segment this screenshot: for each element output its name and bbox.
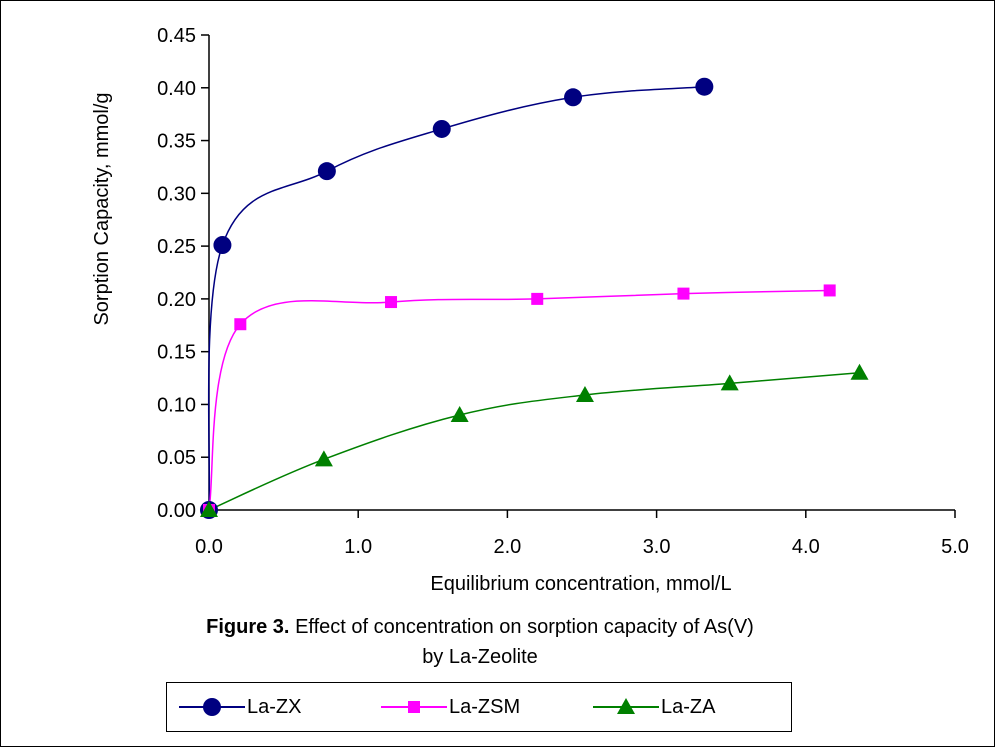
figure-caption: Figure 3. Effect of concentration on sor… [0,612,960,642]
y-tick-label: 0.40 [157,78,196,100]
data-point-la-zsm [385,296,398,309]
legend-swatch-la-zx [179,698,245,716]
legend-swatch-la-za [593,698,659,714]
y-tick-label: 0.30 [157,183,196,205]
data-point-la-za [575,385,594,402]
data-point-la-za [720,374,739,391]
y-tick-label: 0.25 [157,236,196,258]
x-tick-label: 0.0 [195,536,223,558]
x-tick-label: 1.0 [344,536,372,558]
data-point-la-zsm [531,292,544,305]
data-point-la-za [850,363,869,380]
y-axis-title: Sorption Capacity, mmol/g [91,92,113,325]
x-axis-title: Equilibrium concentration, mmol/L [430,573,731,595]
legend-label-la-zsm: La-ZSM [449,695,521,718]
y-tick-label: 0.35 [157,131,196,153]
data-point-la-zsm [823,284,836,297]
legend-item-la-zsm: La-ZSM [381,683,520,731]
series-markers [200,77,869,519]
y-tick-label: 0.10 [157,394,196,416]
y-tick-label: 0.45 [157,25,196,47]
series-line-la-za [208,372,860,511]
legend-label-la-zx: La-ZX [247,695,302,718]
caption-line1: Effect of concentration on sorption capa… [295,616,754,638]
y-tick-label: 0.05 [157,447,196,469]
legend-swatch-la-zsm [381,701,447,713]
sorption-chart: 0.00 0.05 0.10 0.15 0.20 0.25 0.30 0.35 0.40 0.45… [91,25,969,595]
data-point-la-zx [213,236,232,255]
x-tick-label: 5.0 [941,536,969,558]
legend-label-la-za: La-ZA [661,695,716,718]
series-line-la-zsm [208,289,830,511]
legend: La-ZX La-ZSM La-ZA [166,682,792,732]
data-point-la-zx [432,119,451,138]
legend-item-la-zx: La-ZX [179,683,301,731]
data-point-la-za [314,450,333,467]
series-line-la-zx [207,85,705,511]
data-point-la-zx [564,88,583,107]
caption-line2: by La-Zeolite [422,646,538,668]
x-tick-label: 2.0 [493,536,521,558]
data-point-la-zsm [234,318,247,331]
caption-label: Figure 3. [206,616,290,638]
data-point-la-za [200,501,218,517]
data-point-la-zx [317,162,336,181]
x-tick-label: 3.0 [643,536,671,558]
y-tick-label: 0.20 [157,289,196,311]
legend-item-la-za: La-ZA [593,683,715,731]
y-tick-label: 0.15 [157,342,196,364]
x-tick-label: 4.0 [792,536,820,558]
figure-caption-line2: by La-Zeolite [0,642,960,672]
data-point-la-za [450,406,469,422]
data-point-la-zsm [677,287,690,300]
y-tick-label: 0.00 [157,500,196,522]
data-point-la-zx [695,77,714,96]
